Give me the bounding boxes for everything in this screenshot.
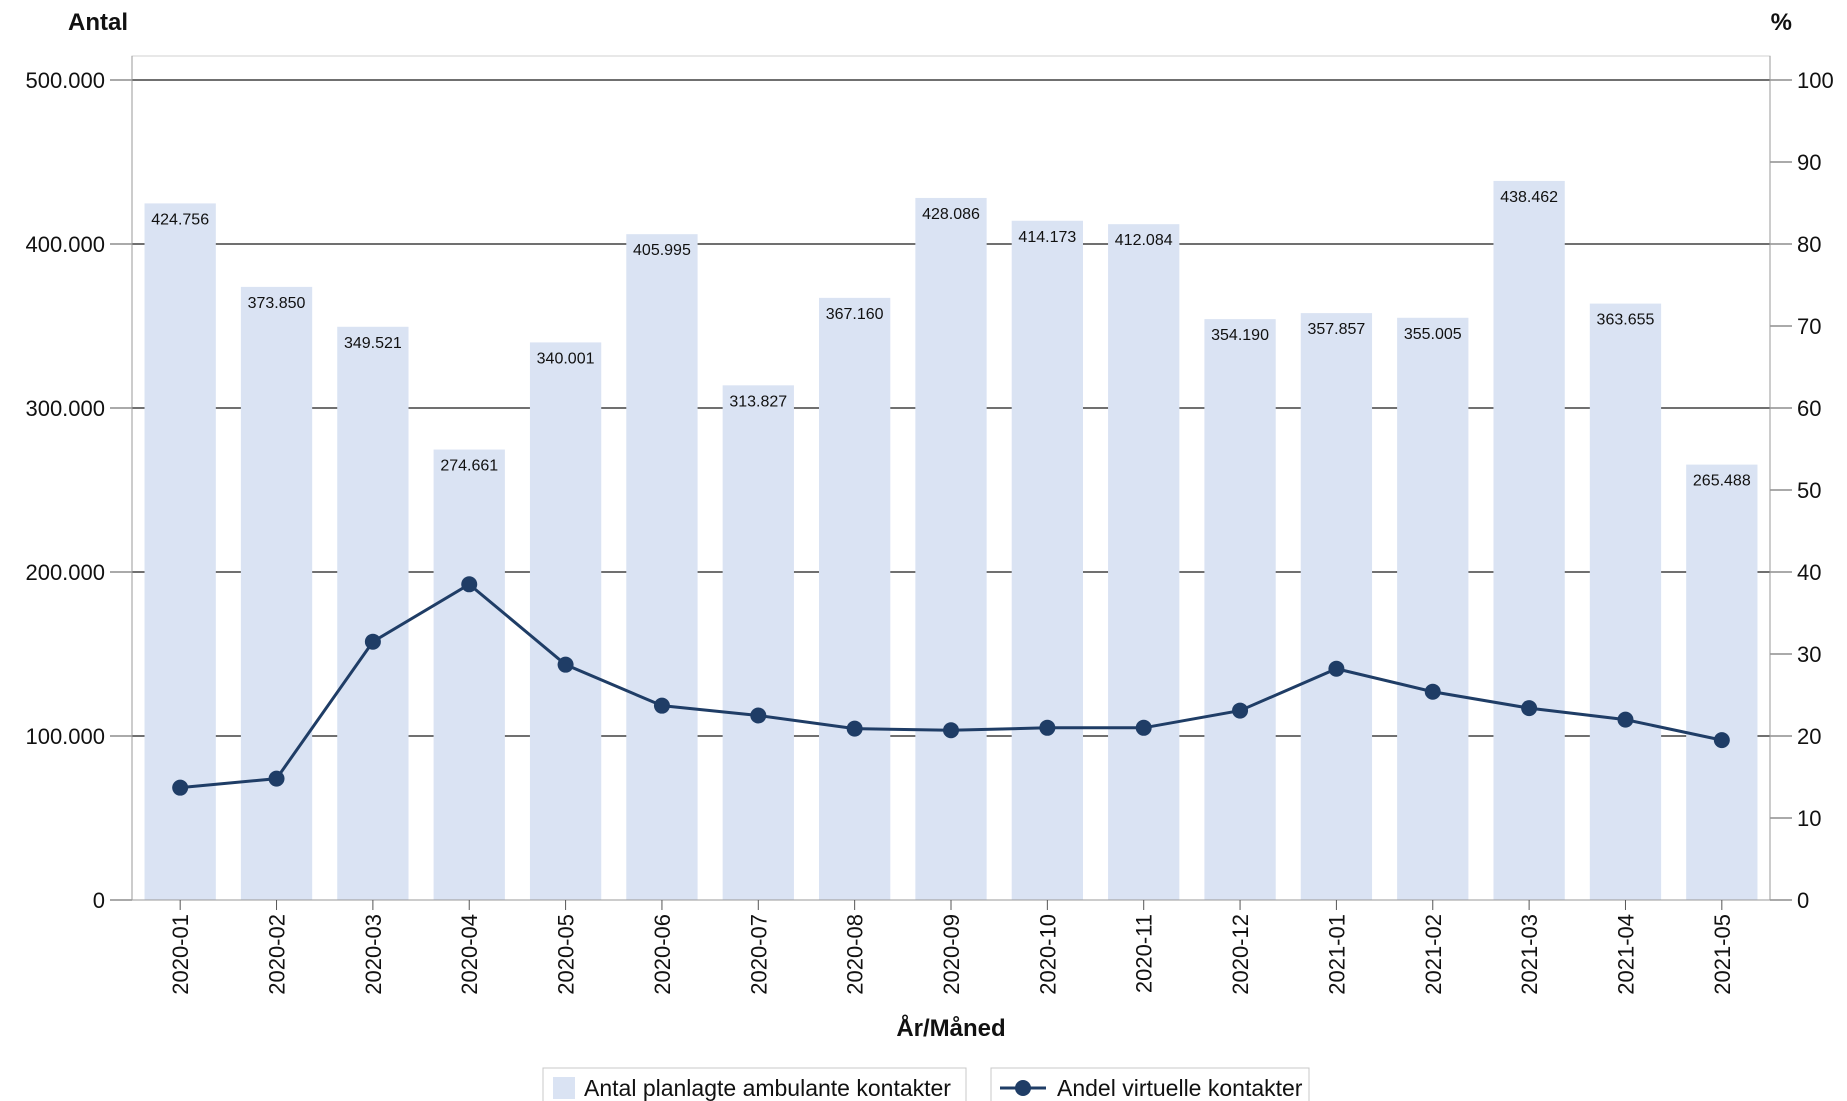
y-axis-title: Antal <box>68 9 128 36</box>
line-point <box>1713 732 1730 749</box>
legend: Antal planlagte ambulante kontakter Ande… <box>542 1067 1310 1101</box>
bar-data-label: 340.001 <box>537 350 595 367</box>
bar-data-label: 357.857 <box>1307 321 1365 338</box>
y-tick-label: 300.000 <box>25 396 105 421</box>
bar-data-label: 313.827 <box>729 393 787 410</box>
bar <box>818 297 891 900</box>
y-tick-label: 400.000 <box>25 232 105 257</box>
bar-data-label: 367.160 <box>826 306 884 323</box>
bar <box>337 326 409 901</box>
line-point <box>268 770 285 787</box>
x-tick-label: 2020-10 <box>1035 914 1060 995</box>
line-point <box>653 697 670 714</box>
x-tick-label: 2021-03 <box>1517 914 1542 995</box>
bar <box>1493 180 1565 901</box>
bar-data-label: 405.995 <box>633 242 691 259</box>
x-tick-label: 2020-02 <box>265 914 290 995</box>
x-tick-label: 2021-01 <box>1324 914 1349 995</box>
bar <box>722 385 794 900</box>
legend-label-line: Andel virtuelle kontakter <box>1057 1075 1303 1101</box>
bar <box>1011 220 1084 900</box>
y2-tick-label: 30 <box>1797 642 1821 667</box>
x-tick-label: 2020-08 <box>843 914 868 995</box>
y2-tick-label: 80 <box>1797 232 1821 257</box>
bar <box>529 342 602 901</box>
bar <box>1686 464 1758 900</box>
x-tick-label: 2020-07 <box>746 914 771 995</box>
y2-tick-label: 0 <box>1797 888 1809 913</box>
y2-tick-label: 70 <box>1797 314 1821 339</box>
line-point <box>1232 702 1249 719</box>
x-tick-label: 2020-01 <box>168 914 193 995</box>
bar-data-label: 274.661 <box>440 458 498 475</box>
line-point <box>461 576 478 593</box>
legend-item-bars-box <box>542 1067 967 1101</box>
line-point <box>557 656 574 673</box>
bar-data-label: 265.488 <box>1693 473 1751 490</box>
line-point <box>1424 683 1441 700</box>
axes: 0 100.000 200.000 300.000 400.000 500.000 0 10 2… <box>25 56 1834 995</box>
x-tick-label: 2020-04 <box>457 914 482 995</box>
bar-data-label: 428.086 <box>922 206 980 223</box>
bar <box>1108 224 1180 900</box>
bar <box>240 286 313 900</box>
bar-data-labels: 424.756 373.850 349.521 274.661 340.001 405.9… <box>151 189 1751 490</box>
bar-data-label: 355.005 <box>1404 326 1462 343</box>
x-tick-label: 2021-02 <box>1421 914 1446 995</box>
x-tick-label: 2020-09 <box>939 914 964 995</box>
line-point <box>1039 719 1056 736</box>
line-point <box>846 720 863 737</box>
x-axis-title: År/Måned <box>896 1014 1005 1042</box>
legend-label-bars: Antal planlagte ambulante kontakter <box>584 1075 951 1101</box>
y-tick-label: 200.000 <box>25 560 105 585</box>
bar <box>1300 313 1373 901</box>
x-tick-label: 2020-05 <box>554 914 579 995</box>
bar-data-label: 412.084 <box>1115 232 1173 249</box>
line-point <box>750 707 767 724</box>
y2-tick-label: 20 <box>1797 724 1821 749</box>
line-series <box>172 576 1730 796</box>
line-point <box>943 722 959 739</box>
bar <box>433 449 505 900</box>
x-tick-label: 2020-03 <box>361 914 386 995</box>
bar <box>626 234 698 900</box>
bar-data-label: 424.756 <box>151 211 209 228</box>
line-point <box>364 633 381 650</box>
bar-data-label: 363.655 <box>1597 312 1655 329</box>
line-point <box>172 779 189 796</box>
bar-data-label: 354.190 <box>1211 327 1269 344</box>
y2-axis-title: % <box>1771 9 1792 36</box>
x-tick-label: 2021-05 <box>1710 914 1735 995</box>
line-point <box>1521 700 1538 717</box>
y2-tick-label: 90 <box>1797 150 1821 175</box>
y2-tick-label: 60 <box>1797 396 1821 421</box>
legend-line-marker <box>1015 1080 1031 1096</box>
bar <box>1204 319 1276 900</box>
bar-data-label: 373.850 <box>248 295 306 312</box>
x-tick-label: 2020-06 <box>650 914 675 995</box>
line-point <box>1135 719 1152 736</box>
y2-tick-label: 40 <box>1797 560 1821 585</box>
bar <box>1589 303 1662 900</box>
line-point <box>1328 660 1345 677</box>
bar <box>1397 317 1469 900</box>
line-point <box>1617 711 1634 728</box>
x-tick-label: 2021-04 <box>1613 914 1638 995</box>
y2-tick-label: 100 <box>1797 68 1834 93</box>
bar-data-label: 349.521 <box>344 335 402 352</box>
legend-item-line-box <box>990 1067 1310 1101</box>
y-tick-label: 100.000 <box>25 724 105 749</box>
bar-data-label: 414.173 <box>1018 229 1076 246</box>
y-tick-label: 0 <box>93 888 105 913</box>
legend-bar-swatch <box>553 1077 575 1099</box>
y2-tick-label: 50 <box>1797 478 1821 503</box>
x-tick-label: 2020-11 <box>1132 914 1157 993</box>
bar-data-label: 438.462 <box>1500 189 1558 206</box>
y-tick-label: 500.000 <box>25 68 105 93</box>
x-tick-label: 2020-12 <box>1228 914 1253 995</box>
y2-tick-label: 10 <box>1797 806 1821 831</box>
bar <box>915 197 987 900</box>
